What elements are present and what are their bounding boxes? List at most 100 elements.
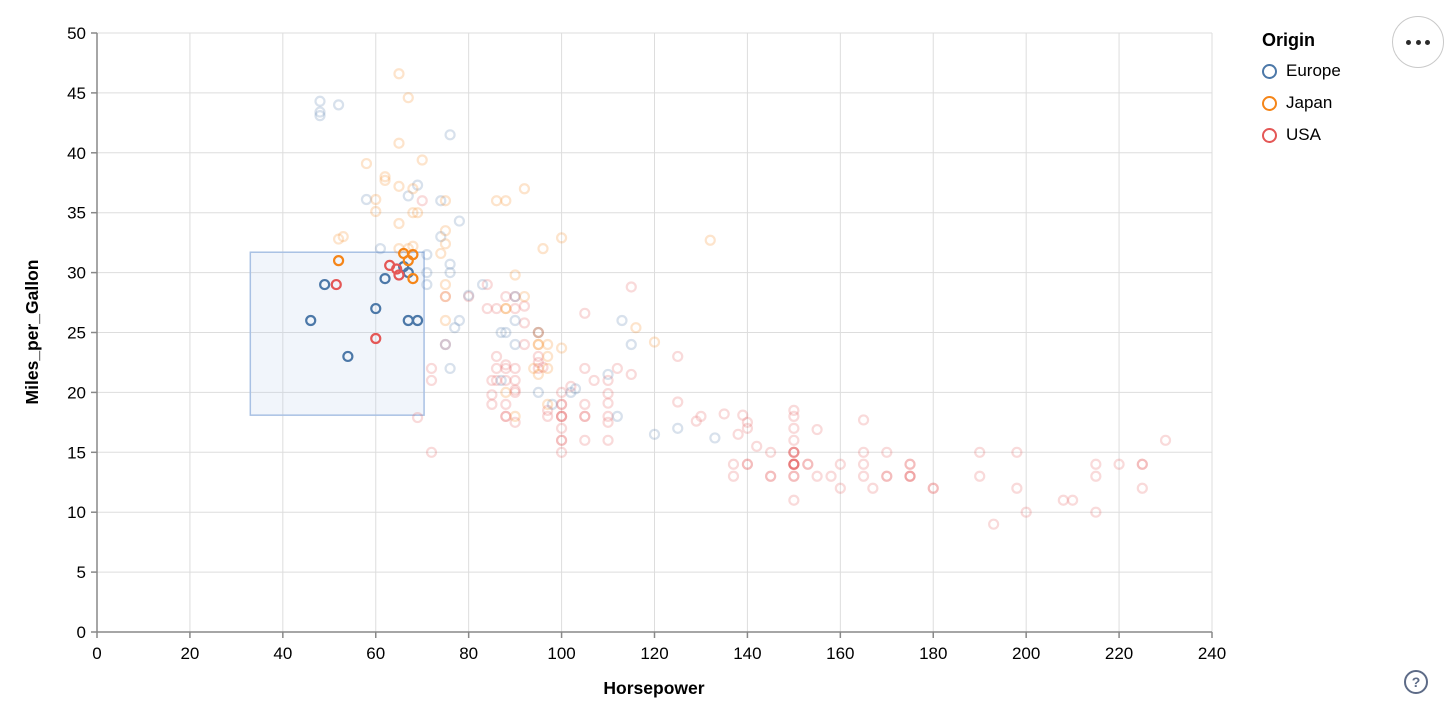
x-tick-label: 80	[459, 644, 478, 663]
scatter-point	[370, 205, 382, 218]
scatter-point	[518, 183, 531, 195]
scatter-point	[565, 380, 577, 393]
scatter-point	[579, 398, 591, 410]
scatter-point	[393, 217, 405, 230]
scatter-point	[648, 428, 661, 440]
scatter-point	[616, 314, 628, 327]
scatter-point	[314, 106, 326, 118]
scatter-point-selected	[370, 302, 382, 315]
scatter-point	[444, 362, 456, 375]
scatter-point	[974, 470, 986, 482]
scatter-point	[1090, 506, 1102, 518]
scatter-point	[439, 238, 452, 250]
actions-menu-button[interactable]	[1392, 16, 1444, 68]
scatter-point	[602, 397, 614, 409]
scatter-point	[555, 422, 568, 434]
scatter-point	[337, 231, 349, 243]
y-tick-label: 50	[67, 24, 86, 43]
scatter-point	[788, 470, 800, 482]
scatter-point	[481, 302, 493, 315]
scatter-point	[672, 350, 684, 363]
scatter-point	[602, 434, 614, 446]
scatter-point	[788, 458, 800, 470]
scatter-point	[709, 432, 721, 444]
scatter-point	[495, 374, 507, 387]
scatter-point	[834, 458, 846, 470]
scatter-point	[1057, 494, 1069, 506]
scatter-point	[444, 258, 456, 270]
scatter-point-selected	[370, 332, 382, 345]
x-tick-label: 140	[733, 644, 761, 663]
x-tick-label: 240	[1198, 644, 1226, 663]
scatter-point	[532, 338, 544, 351]
scatter-point	[500, 195, 512, 207]
scatter-point	[881, 470, 893, 482]
scatter-point	[788, 458, 800, 470]
legend-label: USA	[1286, 125, 1321, 144]
scatter-point	[1136, 458, 1148, 470]
scatter-point	[625, 368, 637, 381]
scatter-point	[537, 243, 549, 255]
scatter-point	[788, 446, 800, 458]
scatter-point	[500, 398, 512, 410]
scatter-point	[490, 350, 503, 363]
legend-item-usa: USA	[1262, 125, 1412, 145]
brush-rect[interactable]	[249, 251, 425, 416]
scatter-point	[904, 470, 916, 482]
legend-item-europe: Europe	[1262, 61, 1412, 81]
scatter-point	[500, 302, 512, 315]
scatter-point	[509, 302, 521, 315]
scatter-point	[625, 338, 637, 351]
scatter-point	[555, 342, 568, 354]
scatter-point	[509, 290, 521, 303]
scatter-point	[500, 410, 512, 422]
scatter-point	[672, 396, 684, 408]
scatter-point	[518, 317, 531, 329]
ellipsis-icon	[1425, 39, 1430, 45]
scatter-point-selected	[342, 350, 354, 363]
scatter-point	[988, 518, 1000, 530]
scatter-point	[542, 338, 554, 351]
scatter-point	[453, 215, 465, 227]
scatter-point	[374, 243, 386, 255]
scatter-point	[542, 398, 554, 410]
scatter-point	[565, 386, 577, 398]
scatter-point	[602, 416, 614, 428]
scatter-point	[1011, 482, 1023, 494]
scatter-point	[444, 267, 456, 279]
scatter-point	[439, 290, 452, 303]
scatter-point	[500, 302, 512, 315]
scatter-point	[579, 410, 591, 422]
x-tick-label: 120	[640, 644, 668, 663]
scatter-point	[788, 410, 800, 422]
scatter-point	[490, 362, 503, 375]
scatter-point	[1067, 494, 1079, 506]
scatter-point	[732, 428, 744, 440]
scatter-point	[695, 410, 707, 422]
x-tick-label: 100	[547, 644, 575, 663]
scatter-point	[421, 249, 433, 261]
scatter-point	[537, 361, 549, 373]
scatter-point	[788, 458, 800, 470]
scatter-point	[500, 362, 512, 375]
scatter-point	[788, 470, 800, 482]
scatter-point	[542, 410, 554, 422]
scatter-point	[518, 338, 531, 351]
scatter-point	[788, 446, 800, 458]
scatter-point	[407, 183, 419, 195]
scatter-point	[500, 374, 512, 387]
scatter-point	[411, 179, 424, 191]
scatter-point	[788, 458, 800, 470]
help-button[interactable]: ?	[1404, 670, 1428, 694]
scatter-point	[500, 386, 512, 398]
scatter-point	[718, 408, 730, 420]
scatter-point	[1090, 458, 1102, 470]
scatter-point	[825, 470, 837, 482]
scatter-point	[588, 374, 600, 387]
scatter-point	[857, 458, 870, 470]
scatter-point-selected	[407, 249, 419, 261]
scatter-point	[857, 470, 870, 482]
scatter-point	[788, 494, 800, 506]
scatter-point	[542, 404, 554, 416]
